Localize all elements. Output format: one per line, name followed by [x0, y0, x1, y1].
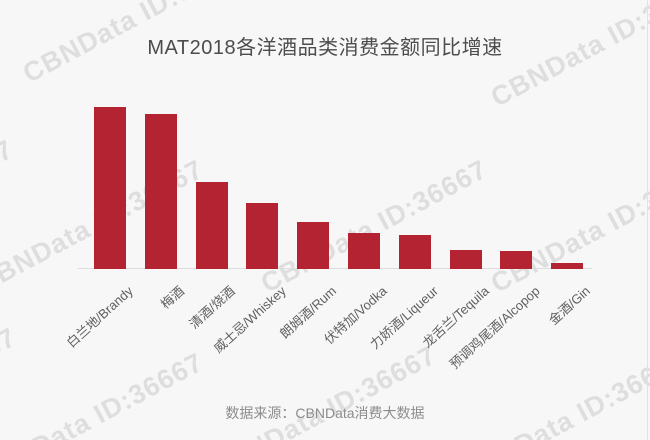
- data-source-caption: 数据来源：CBNData消费大数据: [225, 405, 425, 421]
- bar-朗姆酒/Rum: [297, 222, 330, 269]
- bar-白兰地/Brandy: [94, 107, 126, 269]
- bar-威士忌/Whiskey: [246, 203, 279, 269]
- x-axis-label-text: 梅酒: [157, 283, 187, 312]
- bar-梅酒: [144, 114, 177, 269]
- bar-金酒/Gin: [551, 263, 584, 269]
- right-edge-divider: [647, 0, 648, 440]
- bar-龙舌兰/Tequila: [449, 250, 482, 269]
- bar-伏特加/Vodka: [348, 233, 380, 269]
- x-axis-label-text: 金酒/Gin: [546, 283, 594, 328]
- bar-力娇酒/Liqueur: [398, 235, 431, 269]
- x-axis-line: [78, 268, 592, 269]
- bar-清酒/烧酒: [195, 182, 228, 269]
- x-axis-label-text: 白兰地/Brandy: [63, 283, 137, 351]
- chart-title: MAT2018各洋酒品类消费金额同比增速: [147, 37, 503, 59]
- bar-预调鸡尾酒/Alcopop: [500, 251, 533, 269]
- x-axis-label-text: 预调鸡尾酒/Alcopop: [446, 283, 543, 372]
